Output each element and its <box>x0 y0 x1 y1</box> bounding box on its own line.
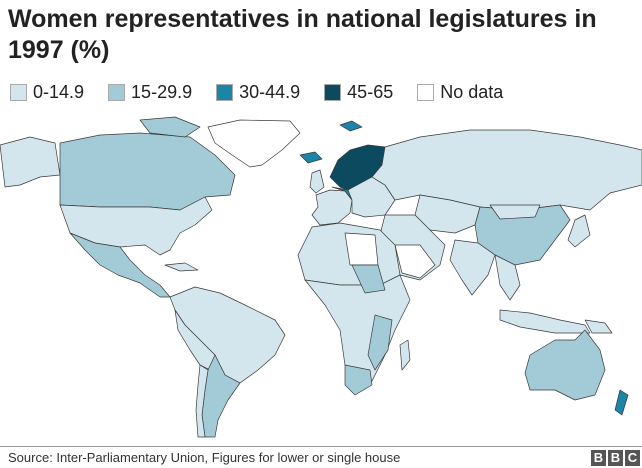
legend-label: 0-14.9 <box>33 82 85 102</box>
region-arabia <box>394 244 436 279</box>
footer: Source: Inter-Parliamentary Union, Figur… <box>0 446 642 466</box>
legend-item: No data <box>417 82 503 103</box>
region-west-europe <box>311 189 353 226</box>
region-new-zealand <box>614 389 629 416</box>
legend-swatch <box>324 84 342 101</box>
legend-item: 0-14.9 <box>10 82 84 103</box>
source-note: Source: Inter-Parliamentary Union, Figur… <box>8 450 401 465</box>
region-uk <box>309 169 325 194</box>
region-east-africa <box>351 264 386 294</box>
region-png <box>584 319 613 334</box>
region-australia <box>524 329 606 401</box>
legend-item: 45-65 <box>324 82 393 103</box>
legend-label: 15-29.9 <box>131 82 193 102</box>
legend-item: 30-44.9 <box>216 82 300 103</box>
region-south-africa <box>344 364 373 396</box>
region-cuba <box>164 262 199 272</box>
region-arctic-islands <box>139 116 201 138</box>
region-russia <box>371 129 642 211</box>
region-greenland <box>207 119 301 168</box>
region-southeast-africa <box>367 314 393 371</box>
legend-label: No data <box>440 82 504 102</box>
legend-label: 30-44.9 <box>239 82 301 102</box>
region-svalbard <box>339 120 363 132</box>
region-indonesia <box>499 309 591 334</box>
region-canada <box>59 132 236 211</box>
world-map <box>0 116 642 438</box>
region-india <box>449 239 496 296</box>
map-title: Women representatives in national legisl… <box>8 5 597 64</box>
legend-item: 15-29.9 <box>108 82 192 103</box>
region-mongolia <box>489 204 541 220</box>
legend-swatch <box>10 84 27 101</box>
legend-swatch <box>216 84 234 101</box>
legend-swatch <box>108 84 126 101</box>
region-chile <box>195 364 209 438</box>
region-madagascar <box>399 339 411 371</box>
legend-swatch <box>417 84 435 101</box>
region-japan <box>567 214 591 248</box>
region-alaska <box>0 136 61 188</box>
legend: 0-14.9 15-29.9 30-44.9 45-65 No data <box>10 82 527 103</box>
region-libya <box>344 232 379 266</box>
region-se-asia <box>494 254 521 301</box>
region-iceland <box>299 151 323 164</box>
legend-label: 45-65 <box>347 82 394 102</box>
